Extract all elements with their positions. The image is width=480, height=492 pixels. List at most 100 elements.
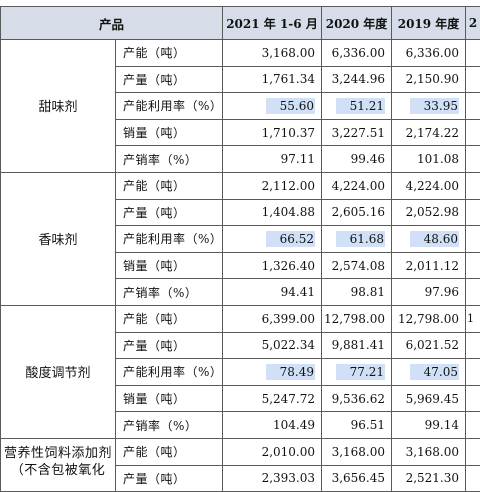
- value-cell-v3: 33.95: [392, 93, 466, 120]
- metric-label: 产销率（%）: [116, 146, 223, 173]
- value-cell-v2: 2,574.08: [322, 252, 392, 279]
- value-cell-v3: 97.96: [392, 279, 466, 306]
- value-cell-v4: [466, 40, 480, 67]
- value-cell-v3: 6,021.52: [392, 332, 466, 359]
- cell-value: 2,174.22: [406, 126, 459, 140]
- header-row: 产品 2021 年 1-6 月 2020 年度 2019 年度 2: [1, 7, 480, 40]
- cell-value: 12,798.00: [324, 312, 385, 326]
- value-cell-v4: [466, 199, 480, 226]
- value-cell-v2: 9,536.62: [322, 385, 392, 412]
- cell-value: 5,022.34: [262, 338, 315, 352]
- cell-value: 2,393.03: [262, 471, 315, 485]
- value-cell-v3: 2,011.12: [392, 252, 466, 279]
- value-cell-v1: 97.11: [223, 146, 322, 173]
- value-cell-v1: 1,326.40: [223, 252, 322, 279]
- product-category: 酸度调节剂: [1, 305, 116, 438]
- highlighted-value: 77.21: [336, 364, 385, 380]
- value-cell-v4: [466, 385, 480, 412]
- metric-label: 销量（吨）: [116, 385, 223, 412]
- cell-value: 1,710.37: [262, 126, 315, 140]
- highlighted-value: 55.60: [266, 98, 315, 114]
- value-cell-v4: [466, 119, 480, 146]
- value-cell-v3: 4,224.00: [392, 172, 466, 199]
- metric-label: 产销率（%）: [116, 412, 223, 439]
- value-cell-v1: 2,010.00: [223, 438, 322, 465]
- cell-value: 3,227.51: [332, 126, 385, 140]
- value-cell-v3: 2,521.30: [392, 465, 466, 492]
- header-2020: 2020 年度: [322, 7, 392, 40]
- cell-value: 1,404.88: [262, 205, 315, 219]
- metric-label: 产能（吨）: [116, 305, 223, 332]
- value-cell-v4: [466, 172, 480, 199]
- value-cell-v3: 2,174.22: [392, 119, 466, 146]
- value-cell-v2: 96.51: [322, 412, 392, 439]
- cell-value: 6,336.00: [406, 46, 459, 60]
- cell-value: 3,244.96: [332, 72, 385, 86]
- header-2018-partial: 2: [466, 7, 480, 40]
- cell-value: 6,336.00: [332, 46, 385, 60]
- metric-label: 产能利用率（%）: [116, 359, 223, 386]
- metric-label: 产能利用率（%）: [116, 93, 223, 120]
- value-cell-v2: 2,605.16: [322, 199, 392, 226]
- value-cell-v1: 6,399.00: [223, 305, 322, 332]
- cell-value: 2,150.90: [406, 72, 459, 86]
- value-cell-v1: 66.52: [223, 226, 322, 253]
- value-cell-v2: 6,336.00: [322, 40, 392, 67]
- value-cell-v4: [466, 252, 480, 279]
- value-cell-v4: [466, 359, 480, 386]
- metric-label: 产销率（%）: [116, 279, 223, 306]
- cell-value: 3,168.00: [262, 46, 315, 60]
- cell-value: 4,224.00: [406, 179, 459, 193]
- cell-value: 94.41: [281, 285, 315, 299]
- cell-value: 1,761.34: [262, 72, 315, 86]
- value-cell-v1: 1,710.37: [223, 119, 322, 146]
- cell-value: 101.08: [417, 152, 459, 166]
- value-cell-v2: 3,656.45: [322, 465, 392, 492]
- value-cell-v2: 77.21: [322, 359, 392, 386]
- product-category: 香味剂: [1, 172, 116, 305]
- metric-label: 产量（吨）: [116, 199, 223, 226]
- metric-label: 产量（吨）: [116, 332, 223, 359]
- value-cell-v4: [466, 66, 480, 93]
- cell-value: 9,536.62: [332, 392, 385, 406]
- cell-value: 99.14: [425, 418, 459, 432]
- value-cell-v3: 47.05: [392, 359, 466, 386]
- value-cell-v4: [466, 465, 480, 492]
- cell-value: 104.49: [273, 418, 315, 432]
- cell-value: 99.46: [351, 152, 385, 166]
- cell-value: 96.51: [351, 418, 385, 432]
- value-cell-v1: 2,112.00: [223, 172, 322, 199]
- cell-value: 2,574.08: [332, 259, 385, 273]
- product-category: 营养性饲料添加剂（不含包被氧化: [1, 438, 116, 491]
- value-cell-v1: 94.41: [223, 279, 322, 306]
- cell-value: 1,326.40: [262, 259, 315, 273]
- value-cell-v1: 55.60: [223, 93, 322, 120]
- metric-label: 产量（吨）: [116, 66, 223, 93]
- value-cell-v2: 98.81: [322, 279, 392, 306]
- metric-label: 产能（吨）: [116, 438, 223, 465]
- cell-value: 2,011.12: [406, 259, 459, 273]
- cell-value: 6,021.52: [406, 338, 459, 352]
- value-cell-v2: 51.21: [322, 93, 392, 120]
- cell-value: 2,010.00: [262, 445, 315, 459]
- cell-value: 98.81: [351, 285, 385, 299]
- value-cell-v2: 12,798.00: [322, 305, 392, 332]
- cell-value: 3,168.00: [332, 445, 385, 459]
- value-cell-v2: 61.68: [322, 226, 392, 253]
- production-capacity-table: 产品 2021 年 1-6 月 2020 年度 2019 年度 2 甜味剂产能（…: [0, 6, 480, 492]
- highlighted-value: 48.60: [410, 231, 459, 247]
- header-2021h1: 2021 年 1-6 月: [223, 7, 322, 40]
- value-cell-v1: 1,404.88: [223, 199, 322, 226]
- cell-value: 4,224.00: [332, 179, 385, 193]
- cell-value: 5,969.45: [406, 392, 459, 406]
- metric-label: 销量（吨）: [116, 252, 223, 279]
- value-cell-v4: [466, 412, 480, 439]
- value-cell-v4: [466, 279, 480, 306]
- value-cell-v3: 101.08: [392, 146, 466, 173]
- metric-label: 产能（吨）: [116, 172, 223, 199]
- cell-value: 2,605.16: [332, 205, 385, 219]
